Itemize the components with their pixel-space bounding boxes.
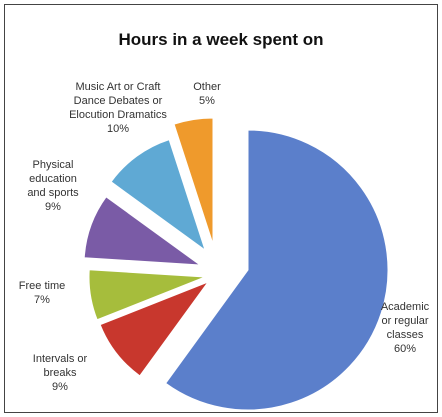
pie-slice-1 <box>99 280 210 377</box>
slice-label-5: Other 5% <box>193 81 221 107</box>
pie-slice-0 <box>165 129 389 411</box>
chart-title: Hours in a week spent on <box>118 30 324 49</box>
slice-label-0: Academic or regular classes 60% <box>381 301 430 355</box>
slice-label-1: Intervals or breaks 9% <box>33 353 88 393</box>
slice-label-4: Music Art or Craft Dance Debates or Elocut… <box>69 81 167 135</box>
slice-label-3: Physical education and sports 9% <box>27 159 79 213</box>
slice-label-2: Free time 7% <box>19 280 65 306</box>
pie-slice-2 <box>88 269 206 321</box>
pie-slice-4 <box>110 139 206 252</box>
pie-slice-5 <box>173 117 214 245</box>
pie-slice-3 <box>83 196 202 266</box>
